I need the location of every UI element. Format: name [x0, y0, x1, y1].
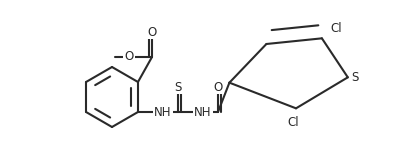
Text: NH: NH: [194, 106, 212, 118]
Text: NH: NH: [154, 106, 172, 118]
Text: O: O: [125, 51, 133, 63]
Text: S: S: [174, 80, 182, 93]
Text: O: O: [213, 80, 223, 93]
Text: Cl: Cl: [330, 22, 342, 35]
Text: Cl: Cl: [287, 116, 299, 129]
Text: O: O: [147, 25, 157, 38]
Text: S: S: [351, 71, 359, 84]
